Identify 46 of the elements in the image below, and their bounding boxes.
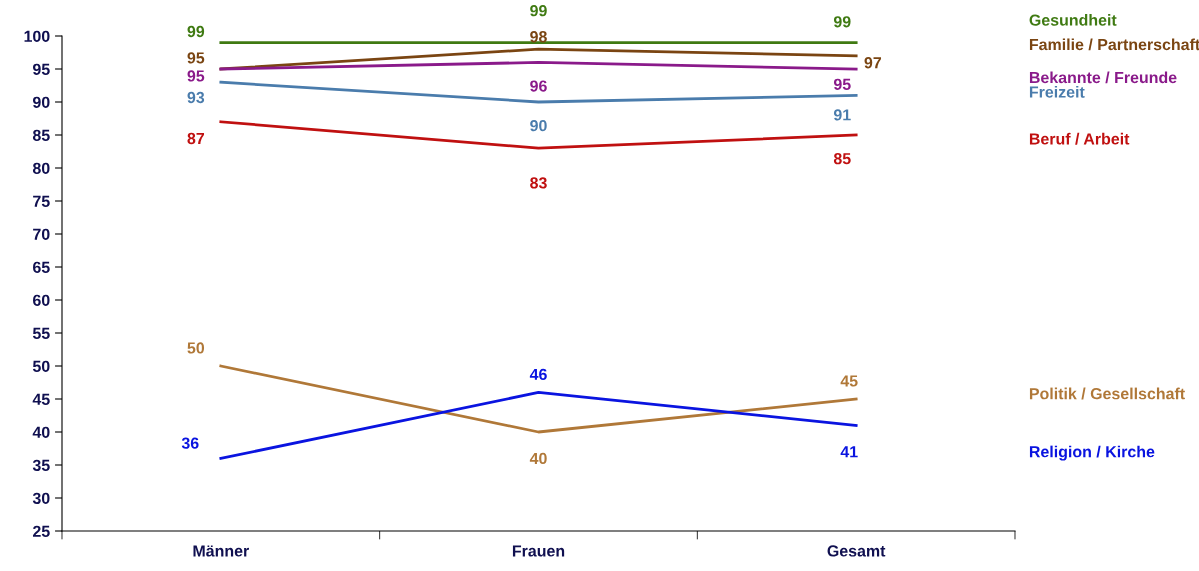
data-label: 95	[833, 78, 851, 90]
y-tick-label: 25	[32, 525, 50, 537]
data-label: 95	[187, 70, 205, 82]
data-label: 83	[530, 177, 547, 189]
text: Freizeit	[1029, 85, 1085, 98]
data-label: 99	[530, 5, 547, 17]
y-tick-label: 40	[32, 426, 50, 438]
y-tick-label: 60	[33, 294, 50, 306]
y-tick-label: 35	[32, 459, 50, 471]
data-label: 40	[529, 452, 547, 465]
data-label: 97	[864, 57, 882, 69]
y-tick-label: 30	[32, 492, 50, 504]
y-tick-label: 55	[32, 327, 50, 339]
y-tick-label: 50	[32, 360, 50, 372]
text: Beruf / Arbeit	[1029, 132, 1130, 145]
data-label: 85	[833, 152, 851, 165]
data-label: 45	[840, 375, 858, 387]
data-label: 98	[530, 31, 547, 43]
x-tick-label: Gesamt	[827, 545, 886, 557]
y-tick-label: 45	[32, 393, 50, 405]
data-label: 90	[530, 119, 547, 132]
y-tick-label: 65	[33, 261, 50, 273]
x-tick-label: Männer	[193, 545, 249, 557]
text: Bekannte / Freunde	[1029, 71, 1177, 84]
y-tick-label: 85	[32, 129, 50, 141]
data-label: 99	[833, 16, 851, 28]
text: Religion / Kirche	[1029, 445, 1155, 461]
data-label: 41	[840, 446, 858, 458]
y-tick-label: 95	[32, 63, 50, 75]
y-tick-label: 100	[24, 30, 50, 42]
y-tick-label: 75	[33, 195, 50, 207]
data-label: 93	[187, 91, 205, 104]
y-tick-label: 70	[33, 228, 50, 240]
y-tick-label: 80	[32, 162, 50, 174]
data-label: 95	[187, 52, 205, 64]
data-label: 96	[530, 80, 547, 92]
data-label: 50	[187, 342, 205, 354]
data-label: 99	[187, 25, 205, 38]
data-label: 46	[529, 368, 547, 381]
data-label: 91	[833, 109, 851, 121]
data-label: 87	[187, 132, 205, 145]
y-tick-label: 90	[32, 96, 50, 108]
x-tick-label: Frauen	[512, 545, 565, 557]
text: Politik / Gesellschaft	[1029, 387, 1185, 400]
text: Gesundheit	[1029, 14, 1117, 26]
data-label: 36	[181, 437, 199, 449]
